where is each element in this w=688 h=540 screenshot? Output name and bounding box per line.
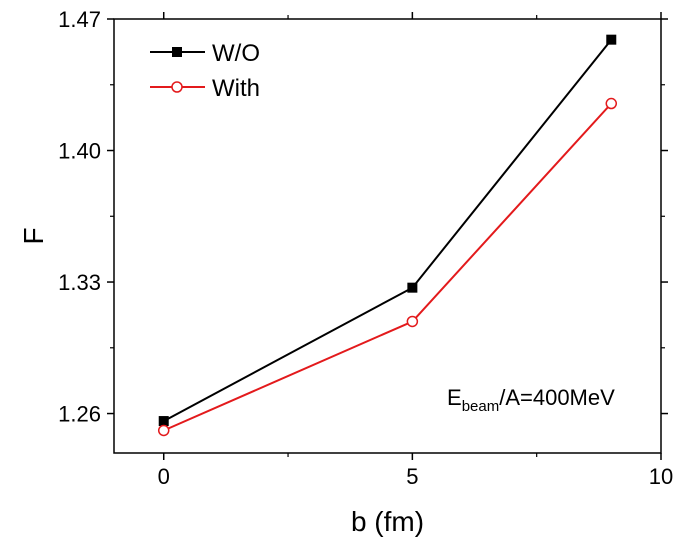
- y-tick-label: 1.26: [58, 402, 101, 427]
- annotation-subscript: beam: [462, 398, 500, 415]
- y-tick-label: 1.40: [58, 139, 101, 164]
- x-tick-label: 10: [649, 464, 673, 489]
- annotation-main: E: [447, 385, 462, 410]
- data-point-with: [406, 315, 419, 328]
- legend-label-wo: W/O: [212, 40, 260, 67]
- y-tick-label: 1.47: [58, 7, 101, 32]
- annotation-rest: /A=400MeV: [499, 385, 615, 410]
- series: [157, 34, 618, 437]
- x-axis-title: b (fm): [351, 506, 424, 537]
- legend: W/O With: [150, 40, 260, 102]
- data-point-wo: [606, 34, 617, 45]
- plot-frame: [113, 18, 662, 454]
- axes: [113, 18, 662, 454]
- y-tick-label: 1.33: [58, 270, 101, 295]
- x-tick-label: 5: [406, 464, 418, 489]
- legend-label-with: With: [212, 75, 260, 102]
- data-point-wo: [158, 416, 169, 427]
- legend-marker-wo: [172, 47, 182, 57]
- x-tick-label: 0: [158, 464, 170, 489]
- series-line-with: [163, 102, 613, 432]
- y-axis-title: F: [18, 227, 49, 244]
- legend-marker-with: [171, 81, 183, 93]
- data-point-with: [605, 97, 618, 110]
- beam-energy-annotation: Ebeam/A=400MeV: [447, 385, 615, 415]
- ticks: 0 5 10 1.26 1.33 1.40 1.47: [58, 7, 673, 489]
- data-point-wo: [407, 282, 418, 293]
- data-point-with: [157, 424, 170, 437]
